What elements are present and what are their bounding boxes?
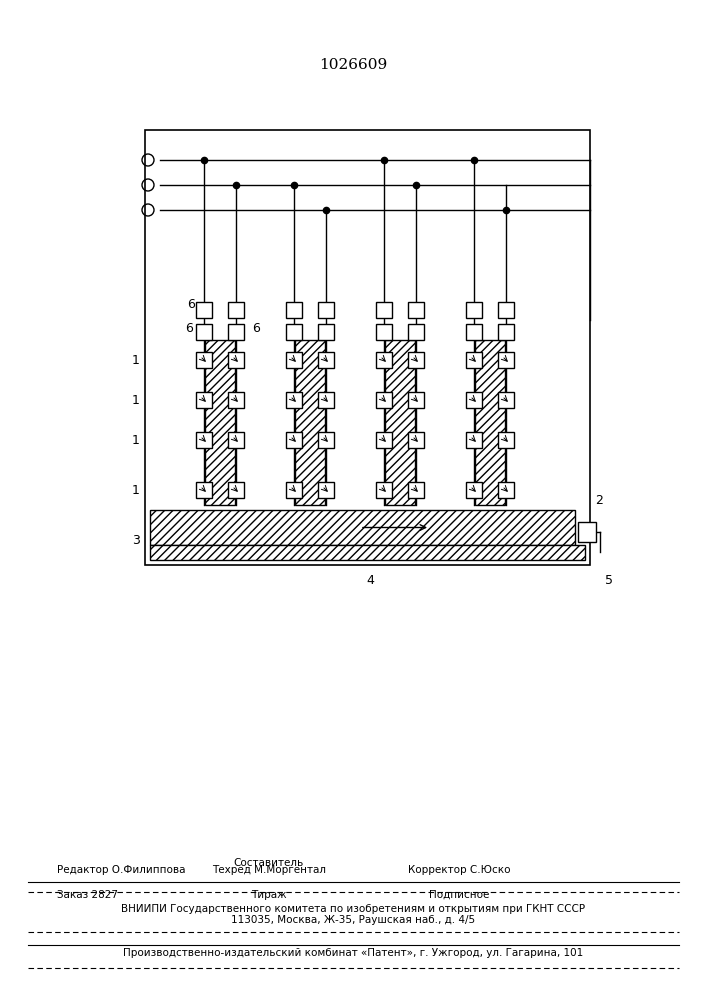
Bar xyxy=(228,352,244,368)
Bar xyxy=(376,302,392,318)
Bar xyxy=(475,340,505,505)
Bar xyxy=(145,130,590,565)
Bar xyxy=(228,482,244,498)
Bar xyxy=(205,340,235,505)
Bar xyxy=(498,432,514,448)
Text: 3: 3 xyxy=(132,534,140,546)
Text: 1: 1 xyxy=(132,484,140,496)
Text: Производственно-издательский комбинат «Патент», г. Ужгород, ул. Гагарина, 101: Производственно-издательский комбинат «П… xyxy=(124,948,583,958)
Bar xyxy=(228,302,244,318)
Bar xyxy=(295,340,325,505)
Bar xyxy=(228,392,244,408)
Text: Заказ 2827: Заказ 2827 xyxy=(57,890,117,900)
Text: 6: 6 xyxy=(185,322,193,334)
Text: Подписное: Подписное xyxy=(429,890,490,900)
Text: 113035, Москва, Ж-35, Раушская наб., д. 4/5: 113035, Москва, Ж-35, Раушская наб., д. … xyxy=(231,915,476,925)
Text: 6: 6 xyxy=(252,322,260,334)
Bar xyxy=(286,392,302,408)
Bar xyxy=(466,302,482,318)
Text: Корректор С.Юско: Корректор С.Юско xyxy=(409,865,510,875)
Bar xyxy=(286,324,302,340)
Text: 6: 6 xyxy=(187,298,195,312)
Bar xyxy=(196,482,212,498)
Bar xyxy=(408,392,424,408)
Bar xyxy=(196,432,212,448)
Bar xyxy=(466,392,482,408)
Bar xyxy=(286,432,302,448)
Bar xyxy=(196,302,212,318)
Bar xyxy=(376,482,392,498)
Text: ВНИИПИ Государственного комитета по изобретениям и открытиям при ГКНТ СССР: ВНИИПИ Государственного комитета по изоб… xyxy=(122,904,585,914)
Bar xyxy=(408,482,424,498)
Bar xyxy=(376,324,392,340)
Bar xyxy=(376,432,392,448)
Bar xyxy=(408,432,424,448)
Bar xyxy=(196,392,212,408)
Bar xyxy=(318,392,334,408)
Text: Составитель: Составитель xyxy=(233,858,304,868)
Bar xyxy=(150,545,585,560)
Bar xyxy=(408,302,424,318)
Bar xyxy=(498,392,514,408)
Bar xyxy=(466,352,482,368)
Bar xyxy=(376,392,392,408)
Bar xyxy=(286,302,302,318)
Bar xyxy=(196,352,212,368)
Bar xyxy=(228,324,244,340)
Bar xyxy=(498,352,514,368)
Text: 2: 2 xyxy=(595,493,603,506)
Bar xyxy=(318,352,334,368)
Bar xyxy=(498,302,514,318)
Text: 1026609: 1026609 xyxy=(319,58,387,72)
Bar xyxy=(318,324,334,340)
Bar xyxy=(498,324,514,340)
Bar xyxy=(466,482,482,498)
Bar xyxy=(286,482,302,498)
Bar xyxy=(286,352,302,368)
Text: 4: 4 xyxy=(366,574,374,586)
Text: Редактор О.Филиппова: Редактор О.Филиппова xyxy=(57,865,185,875)
Text: 1: 1 xyxy=(132,393,140,406)
Bar xyxy=(385,340,415,505)
Text: 1: 1 xyxy=(132,354,140,366)
Bar xyxy=(228,432,244,448)
Bar xyxy=(318,432,334,448)
Bar xyxy=(196,324,212,340)
Text: 5: 5 xyxy=(605,574,613,586)
Text: 1: 1 xyxy=(132,434,140,446)
Bar xyxy=(408,324,424,340)
Bar xyxy=(318,482,334,498)
Bar xyxy=(376,352,392,368)
Bar xyxy=(466,324,482,340)
Bar xyxy=(466,432,482,448)
Bar xyxy=(408,352,424,368)
Bar xyxy=(578,522,596,542)
Bar xyxy=(318,302,334,318)
Bar xyxy=(150,510,575,545)
Text: Техред М.Моргентал: Техред М.Моргентал xyxy=(211,865,326,875)
Text: Тираж: Тираж xyxy=(251,890,286,900)
Bar xyxy=(498,482,514,498)
